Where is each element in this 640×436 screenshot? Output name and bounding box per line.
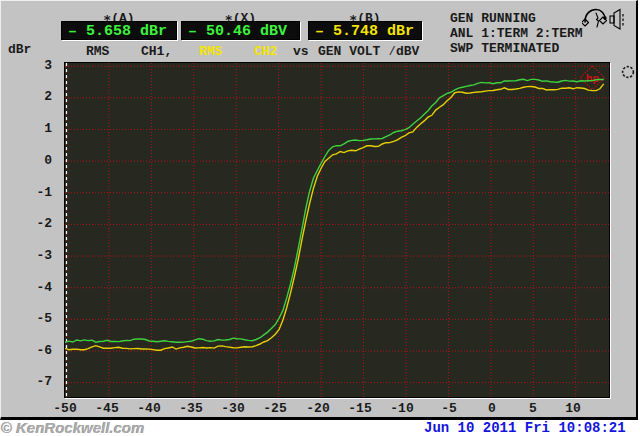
svg-text:hp: hp bbox=[586, 72, 600, 84]
